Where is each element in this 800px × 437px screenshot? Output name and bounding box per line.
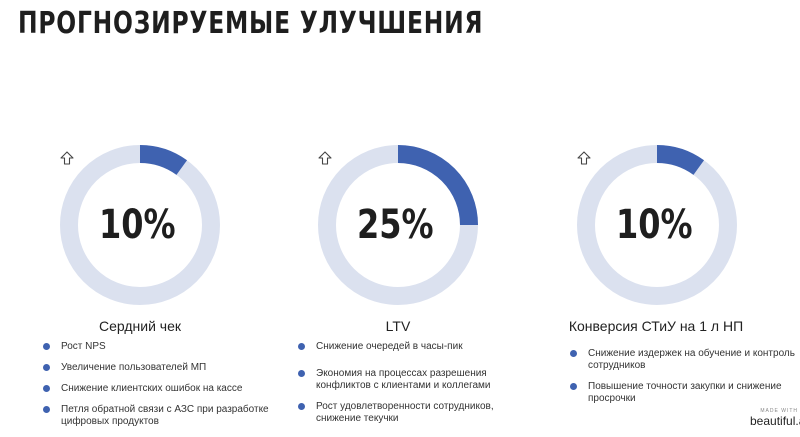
list-item: Повышение точности закупки и снижение пр… [570, 381, 800, 405]
list-item: Снижение очередей в часы-пик [298, 341, 528, 353]
progress-ring [60, 145, 220, 305]
progress-ring [318, 145, 478, 305]
arrow-up-icon [60, 151, 74, 165]
benefits-list: Снижение издержек на обучение и контроль… [570, 348, 800, 405]
progress-arc [577, 145, 737, 305]
benefits-list: Снижение очередей в часы-пик Экономия на… [298, 341, 528, 425]
progress-arc [60, 145, 220, 305]
arrow-up-icon [577, 151, 591, 165]
page-title: ПРОГНОЗИРУЕМЫЕ УЛУЧШЕНИЯ [18, 6, 484, 41]
metric-value: 25% [357, 202, 434, 248]
brand-name: beautiful.ai [750, 414, 800, 428]
metric-value: 10% [616, 202, 693, 248]
progress-ring [577, 145, 737, 305]
list-item: Экономия на процессах разрешения конфлик… [298, 368, 528, 392]
list-item: Снижение издержек на обучение и контроль… [570, 348, 800, 372]
metric-label: Сердний чек [99, 318, 181, 334]
metric-label: Конверсия СТиУ на 1 л НП [568, 318, 744, 334]
metric-conversion: 10% [577, 145, 737, 305]
made-with-badge[interactable]: MADE WITH beautiful.ai [750, 404, 800, 430]
progress-arc [318, 145, 478, 305]
benefits-list: Рост NPS Увеличение пользователей МП Сни… [43, 341, 273, 437]
list-item: Рост NPS [43, 341, 273, 353]
list-item: Петля обратной связи с АЗС при разработк… [43, 404, 273, 428]
list-item: Снижение клиентских ошибок на кассе [43, 383, 273, 395]
metric-average-check: 10% [60, 145, 220, 305]
list-item: Увеличение пользователей МП [43, 362, 273, 374]
arrow-up-icon [318, 151, 332, 165]
metric-ltv: 25% [318, 145, 478, 305]
list-item: Рост удовлетворенности сотрудников, сниж… [298, 401, 528, 425]
metric-label: LTV [385, 318, 411, 334]
made-with-label: MADE WITH [760, 408, 798, 414]
metric-value: 10% [99, 202, 176, 248]
